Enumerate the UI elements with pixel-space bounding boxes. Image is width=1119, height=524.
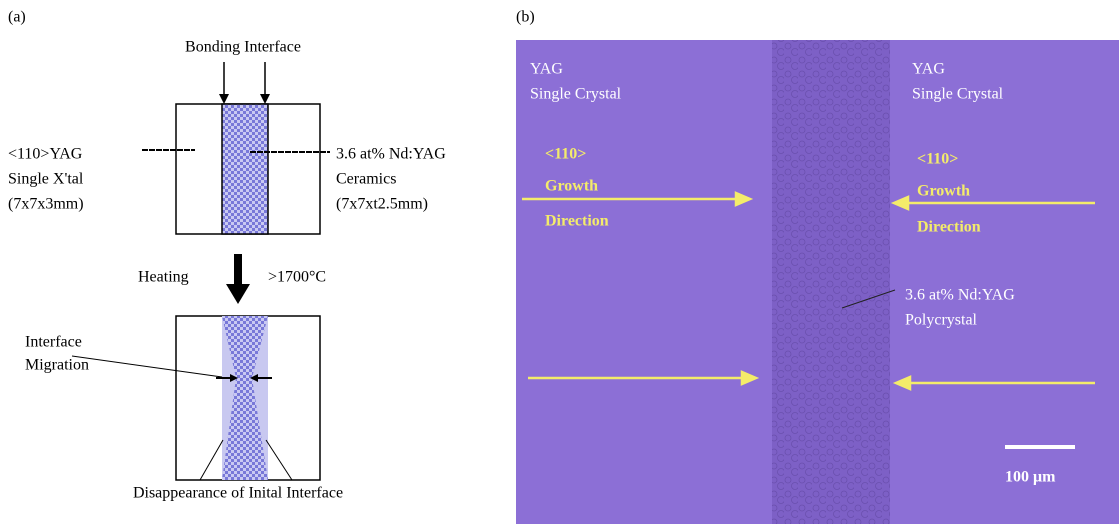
direction-text: <110> (917, 151, 958, 168)
direction-text: Direction (545, 213, 609, 230)
temperature-label: >1700°C (268, 269, 326, 286)
bonding-label: Bonding Interface (185, 39, 301, 56)
panel-a: (a) Bonding Interface <110>YAG Single X'… (8, 9, 446, 502)
panel-b: (b) YAG Single Crystal YAG Single Crysta… (516, 9, 1119, 524)
heating-label: Heating (138, 269, 189, 286)
right-text: 3.6 at% Nd:YAG (336, 146, 446, 163)
crystal-text: YAG (912, 61, 945, 78)
panel-label: (a) (8, 9, 26, 26)
left-text: (7x7x3mm) (8, 196, 84, 213)
direction-text: Direction (917, 219, 981, 236)
center-text: Polycrystal (905, 312, 978, 329)
scale-label: 100 μm (1005, 469, 1056, 486)
left-text: Single X'tal (8, 171, 84, 188)
left-text: <110>YAG (8, 146, 83, 163)
crystal-text: YAG (530, 61, 563, 78)
migration-text: Interface (25, 334, 82, 351)
crystal-text: Single Crystal (912, 86, 1004, 103)
direction-text: <110> (545, 146, 586, 163)
direction-text: Growth (917, 183, 970, 200)
center-text: 3.6 at% Nd:YAG (905, 287, 1015, 304)
crystal-text: Single Crystal (530, 86, 622, 103)
migration-text: Migration (25, 357, 89, 374)
right-text: (7x7xt2.5mm) (336, 196, 428, 213)
panel-label: (b) (516, 9, 535, 26)
disappearance-label: Disappearance of Inital Interface (133, 485, 343, 502)
right-text: Ceramics (336, 171, 396, 188)
direction-text: Growth (545, 178, 598, 195)
